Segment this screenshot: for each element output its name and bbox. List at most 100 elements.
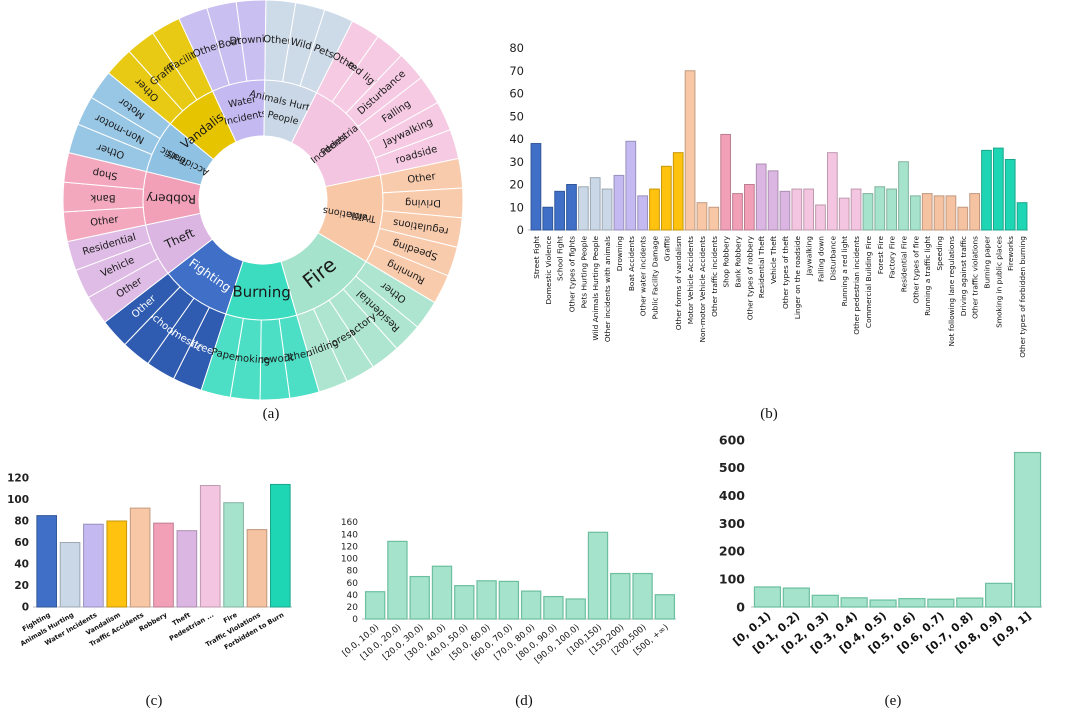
bar: [992, 147, 1004, 231]
x-tick-label: Other traffic incidents: [710, 236, 719, 317]
bar: [696, 202, 708, 231]
bar: [431, 565, 453, 620]
x-tick-label: Commercial Building Fire: [864, 236, 873, 329]
bar: [566, 184, 577, 231]
bar: [565, 598, 586, 620]
bar: [886, 188, 898, 231]
y-tick-label: 20: [509, 178, 524, 192]
y-tick-label: 70: [509, 64, 524, 78]
bar: [921, 193, 933, 231]
y-tick-label: 20: [347, 603, 359, 613]
x-tick-label: Forest Fire: [876, 236, 885, 275]
y-tick-label: 0: [736, 599, 745, 614]
y-tick-label: 80: [509, 41, 524, 55]
x-tick-label: Running a traffic light: [923, 236, 932, 316]
sunburst-inner-label: Burning: [232, 283, 291, 302]
x-tick-label: Not following lane regulations: [947, 236, 956, 347]
bar: [520, 590, 542, 620]
bar: [803, 188, 815, 231]
bar: [782, 587, 810, 608]
bar: [176, 530, 198, 608]
x-tick-label: Graffiti: [662, 236, 671, 261]
y-tick-label: 60: [14, 537, 29, 549]
y-tick-label: 80: [14, 516, 29, 528]
bar: [1004, 158, 1016, 231]
bar: [933, 195, 945, 231]
y-tick-label: 60: [509, 87, 524, 101]
x-tick-label: Other types of theft: [781, 236, 790, 309]
bar: [543, 595, 564, 620]
x-tick-label: Factory Fire: [888, 236, 897, 279]
x-tick-label: Public Facility Damage: [651, 236, 660, 320]
x-tick-label: Speeding: [935, 236, 944, 271]
bar: [223, 502, 244, 608]
bar: [708, 206, 720, 231]
x-tick-label: Motor Vehicle Accidents: [686, 236, 695, 324]
bar: [743, 184, 755, 231]
bar: [632, 572, 653, 620]
bar: [199, 485, 221, 608]
bar: [969, 193, 981, 231]
sunburst-outer-label: Bank: [90, 192, 115, 203]
bar: [869, 599, 897, 608]
x-tick-label: Street Fight: [532, 236, 541, 279]
y-tick-label: 120: [341, 542, 358, 552]
bar: [1013, 451, 1042, 608]
y-tick-label: 30: [509, 155, 524, 169]
sunburst-outer-label: Driving: [405, 197, 441, 209]
bar: [246, 529, 268, 608]
bar: [476, 580, 497, 620]
bar: [898, 598, 926, 608]
bar: [927, 598, 955, 608]
bar: [840, 597, 868, 608]
bar: [850, 188, 862, 231]
bar: [610, 572, 631, 620]
x-tick-label: Vehicle Theft: [769, 236, 778, 284]
x-tick-label: Falling down: [817, 236, 826, 282]
y-tick-label: 20: [14, 580, 29, 592]
x-tick-label: Other traffic violations: [971, 236, 980, 319]
x-tick-label: Pets Hurting People: [579, 236, 588, 309]
panel-a-label: (a): [263, 406, 280, 422]
bar: [589, 177, 601, 231]
bar: [660, 165, 672, 231]
x-tick-label: Drowning: [615, 236, 624, 272]
sunburst-outer-label: Wild: [289, 37, 313, 53]
panel-b-subcategory-bar-chart: 0 10 20 30 40 50 60 70 80 Street Fight Domestic Vi…: [509, 41, 1028, 358]
bar: [59, 542, 81, 608]
y-tick-label: 200: [719, 544, 745, 559]
sunburst-outer-label: Other: [263, 34, 293, 48]
y-tick-label: 160: [341, 518, 358, 528]
bar: [1016, 202, 1028, 231]
bar: [409, 575, 430, 620]
bar: [649, 188, 660, 231]
y-tick-label: 300: [719, 516, 745, 531]
bar: [106, 520, 128, 608]
bar: [985, 582, 1013, 608]
x-tick-label: Other incidents with animals: [603, 236, 612, 342]
bar: [753, 586, 782, 608]
bar: [945, 195, 957, 231]
bar: [981, 149, 992, 231]
x-tick-label: Wild Animals Hurting People: [591, 236, 600, 341]
bar: [862, 193, 874, 231]
x-tick-label: Other types of robbery: [745, 235, 754, 320]
x-tick-label: Shop Robbery: [722, 235, 731, 287]
y-tick-label: 120: [7, 473, 29, 485]
sunburst-outer-label: Other: [90, 214, 120, 229]
bar: [811, 594, 839, 608]
bar: [838, 197, 850, 231]
bar: [720, 133, 732, 231]
x-tick-label: Other forms of vandalism: [674, 236, 683, 330]
y-tick-label: 0: [517, 223, 524, 237]
y-tick-label: 50: [509, 109, 524, 123]
bar: [957, 206, 969, 231]
y-tick-label: 10: [509, 200, 524, 214]
x-tick-label: Burning paper: [983, 235, 992, 289]
bar: [684, 70, 696, 231]
bar: [83, 523, 104, 608]
bar: [587, 531, 609, 620]
